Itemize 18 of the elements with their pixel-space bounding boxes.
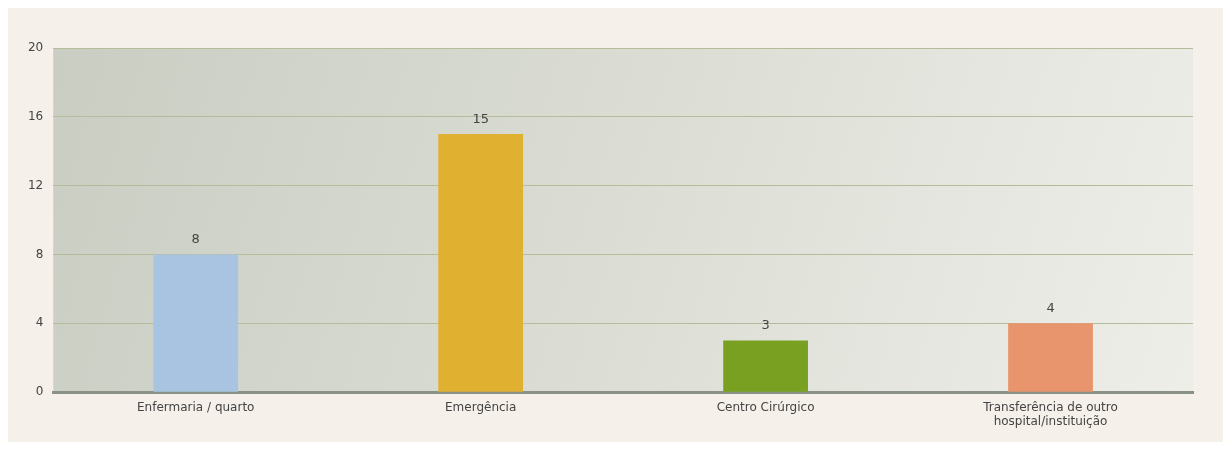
data-label: 3 bbox=[761, 317, 770, 333]
bar bbox=[1008, 323, 1093, 392]
bar bbox=[153, 254, 239, 392]
x-tick-label: Transferência de outro hospital/instituição bbox=[982, 399, 1118, 428]
y-tick-label: 12 bbox=[27, 177, 44, 192]
y-tick-label: 20 bbox=[27, 40, 44, 55]
y-tick-label: 8 bbox=[35, 246, 44, 261]
x-tick-label: Centro Cirúrgico bbox=[716, 399, 815, 414]
data-label: 15 bbox=[472, 110, 489, 126]
y-tick-label: 16 bbox=[27, 108, 44, 123]
y-tick-label: 0 bbox=[35, 384, 44, 399]
data-label: 4 bbox=[1046, 300, 1055, 316]
x-tick-label: Emergência bbox=[445, 399, 517, 414]
data-label: 8 bbox=[191, 231, 200, 247]
y-tick-label: 4 bbox=[35, 315, 44, 330]
bar bbox=[438, 134, 524, 392]
x-tick-label: Enfermaria / quarto bbox=[137, 399, 255, 414]
bar bbox=[723, 340, 808, 392]
